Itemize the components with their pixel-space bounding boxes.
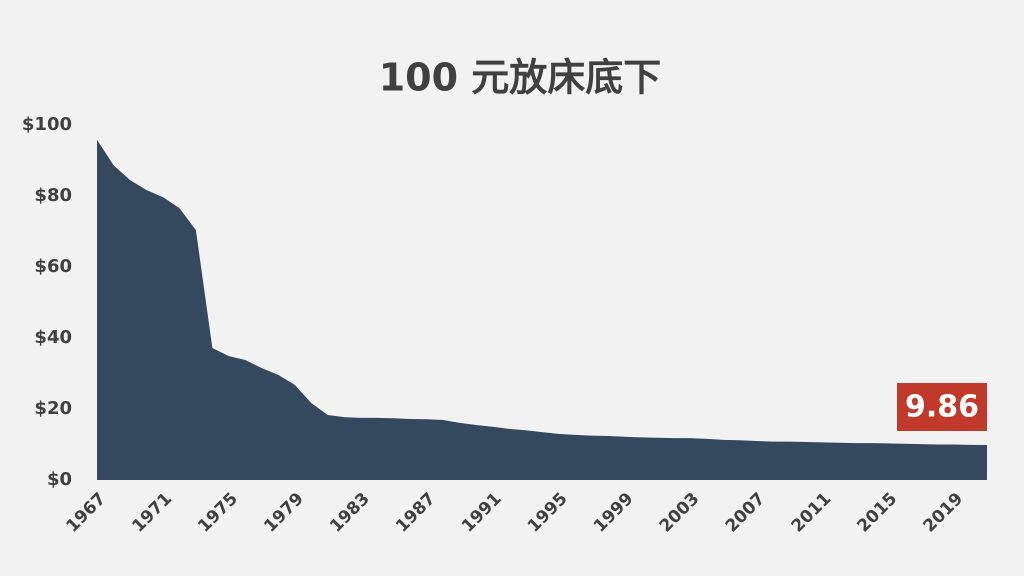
y-tick-label: $100	[22, 114, 72, 135]
y-tick-label: $40	[34, 327, 72, 348]
area	[97, 139, 987, 480]
y-tick-label: $0	[47, 469, 72, 490]
y-tick-label: $60	[34, 256, 72, 277]
annotation: 9.86	[905, 390, 979, 425]
annotation-box	[897, 383, 987, 431]
chart-title: 100 元放床底下	[379, 56, 662, 100]
y-tick-label: $80	[34, 185, 72, 206]
y-tick-label: $20	[34, 398, 72, 419]
